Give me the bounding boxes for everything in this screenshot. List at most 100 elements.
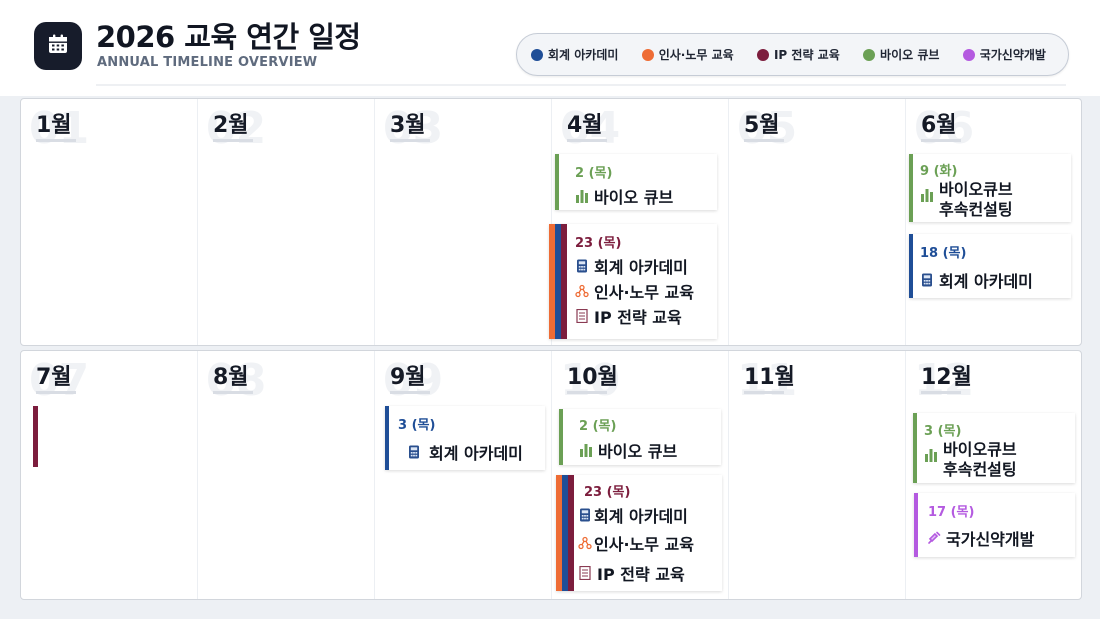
event-item-label: 후속컨설팅	[943, 460, 1017, 479]
month-underline	[567, 139, 607, 142]
legend-label: 회계 아카데미	[548, 48, 619, 62]
month-number-watermark: 09	[383, 355, 443, 406]
month-number-watermark: 12	[914, 355, 974, 406]
legend-item-drug: 국가신약개발	[962, 46, 1046, 63]
event-item-label: 회계 아카데미	[594, 258, 688, 277]
month-underline	[921, 139, 961, 142]
legend-item-bio: 바이오 큐브	[863, 46, 939, 63]
event-item-label: 회계 아카데미	[429, 444, 523, 463]
legend-label: IP 전략 교육	[773, 48, 840, 62]
event-card-bio[interactable]: 2 (목) 바이오 큐브	[559, 409, 721, 465]
event-item: 회계 아카데미	[407, 440, 523, 464]
month-number-watermark: 02	[206, 103, 266, 154]
event-item: 국가신약개발	[927, 526, 1034, 550]
event-item-label: 후속컨설팅	[939, 200, 1013, 219]
month-label: 8월	[213, 365, 249, 390]
legend-dot-icon	[756, 48, 769, 61]
calculator-icon	[578, 508, 592, 522]
event-color-bar	[559, 409, 563, 465]
event-color-bars	[549, 224, 567, 339]
month-label: 9월	[390, 365, 426, 390]
syringe-icon	[927, 531, 941, 545]
event-card-accounting[interactable]: 3 (목) 회계 아카데미	[385, 406, 545, 470]
event-date: 17 (목)	[928, 505, 975, 520]
month-column: 01 1월	[21, 99, 198, 345]
timeline-row-h2: 07 7월 08 8월 09 9월 3 (목) 회계 아카데미 10 10월 2…	[20, 350, 1082, 600]
document-icon	[578, 566, 592, 580]
event-item-label: 바이오 큐브	[598, 442, 678, 461]
calendar-icon	[47, 33, 69, 59]
event-item: 바이오 큐브	[579, 438, 677, 462]
event-color-bar	[33, 406, 38, 467]
month-label: 10월	[567, 365, 618, 390]
event-item-label: 인사·노무 교육	[594, 283, 694, 302]
legend-dot-icon	[641, 48, 654, 61]
bar-chart-icon	[575, 189, 589, 203]
people-network-icon	[575, 284, 589, 298]
event-date: 2 (목)	[579, 419, 617, 434]
event-date: 23 (목)	[575, 236, 622, 251]
event-date: 2 (목)	[575, 166, 613, 181]
page-subtitle: ANNUAL TIMELINE OVERVIEW	[97, 55, 318, 70]
month-column: 06 6월 9 (화) 바이오큐브 후속컨설팅 18 (목) 회계 아카데미	[906, 99, 1081, 345]
bar-chart-icon	[579, 443, 593, 457]
legend-label: 바이오 큐브	[880, 48, 940, 62]
event-date: 9 (화)	[920, 164, 958, 179]
month-number-watermark: 11	[737, 355, 797, 406]
month-number-watermark: 01	[29, 103, 89, 154]
event-item-label: IP 전략 교육	[597, 565, 685, 584]
month-column: 05 5월	[729, 99, 906, 345]
month-column: 04 4월 2 (목) 바이오 큐브 23 (목) 회계 아카데미 인사·노무 …	[549, 99, 729, 345]
bar-chart-icon	[920, 188, 934, 202]
event-color-bar	[914, 493, 918, 557]
month-underline	[36, 139, 76, 142]
event-item-label: 회계 아카데미	[594, 507, 688, 526]
month-number-watermark: 06	[914, 103, 974, 154]
month-column: 09 9월 3 (목) 회계 아카데미	[375, 351, 552, 599]
event-item-label: 회계 아카데미	[939, 272, 1033, 291]
month-number-watermark: 05	[737, 103, 797, 154]
event-card-drug[interactable]: 17 (목) 국가신약개발	[914, 493, 1075, 557]
month-underline	[921, 391, 961, 394]
event-color-bars	[556, 475, 574, 591]
event-date: 3 (목)	[398, 418, 436, 433]
event-item-label: 바이오 큐브	[594, 188, 674, 207]
legend-label: 인사·노무 교육	[658, 48, 734, 62]
bar-chart-icon	[924, 448, 938, 462]
event-item: 회계 아카데미	[920, 268, 1033, 292]
calculator-icon	[407, 445, 421, 459]
header-divider	[96, 84, 1066, 86]
event-card-bio[interactable]: 2 (목) 바이오 큐브	[555, 154, 717, 210]
calculator-icon	[920, 273, 934, 287]
event-item: IP 전략 교육	[575, 304, 682, 328]
month-column: 02 2월	[198, 99, 375, 345]
month-underline	[390, 139, 430, 142]
month-label: 3월	[390, 113, 426, 138]
month-underline	[213, 139, 253, 142]
event-card-bio[interactable]: 3 (목) 바이오큐브 후속컨설팅	[913, 413, 1075, 483]
legend-item-hr: 인사·노무 교육	[641, 46, 734, 63]
month-column: 08 8월	[198, 351, 375, 599]
event-item: 회계 아카데미	[578, 503, 688, 527]
event-item-label: IP 전략 교육	[594, 308, 682, 327]
event-item: 바이오 큐브	[575, 184, 673, 208]
legend-dot-icon	[531, 48, 543, 61]
event-item-lines: 바이오큐브 후속컨설팅	[939, 180, 1013, 220]
month-underline	[744, 391, 784, 394]
event-date: 23 (목)	[584, 485, 631, 500]
legend-dot-icon	[962, 48, 975, 61]
event-card-bio[interactable]: 9 (화) 바이오큐브 후속컨설팅	[909, 154, 1071, 222]
event-item-label: 국가신약개발	[946, 530, 1035, 549]
month-underline	[744, 139, 784, 142]
legend: 회계 아카데미 인사·노무 교육 IP 전략 교육 바이오 큐브 국가신약개발	[516, 33, 1069, 76]
event-card-accounting[interactable]: 18 (목) 회계 아카데미	[909, 234, 1071, 298]
event-item: 바이오큐브 후속컨설팅	[920, 180, 1013, 220]
month-column: 10 10월 2 (목) 바이오 큐브 23 (목) 회계 아카데미 인사·노무…	[552, 351, 729, 599]
month-number-watermark: 07	[29, 355, 89, 406]
month-underline	[390, 391, 430, 394]
event-color-bar	[913, 413, 917, 483]
event-card-multi[interactable]: 23 (목) 회계 아카데미 인사·노무 교육 IP 전략 교육	[549, 224, 717, 339]
month-underline	[213, 391, 253, 394]
event-color-bar	[385, 406, 389, 470]
event-card-multi[interactable]: 23 (목) 회계 아카데미 인사·노무 교육 IP 전략 교육	[556, 475, 722, 591]
